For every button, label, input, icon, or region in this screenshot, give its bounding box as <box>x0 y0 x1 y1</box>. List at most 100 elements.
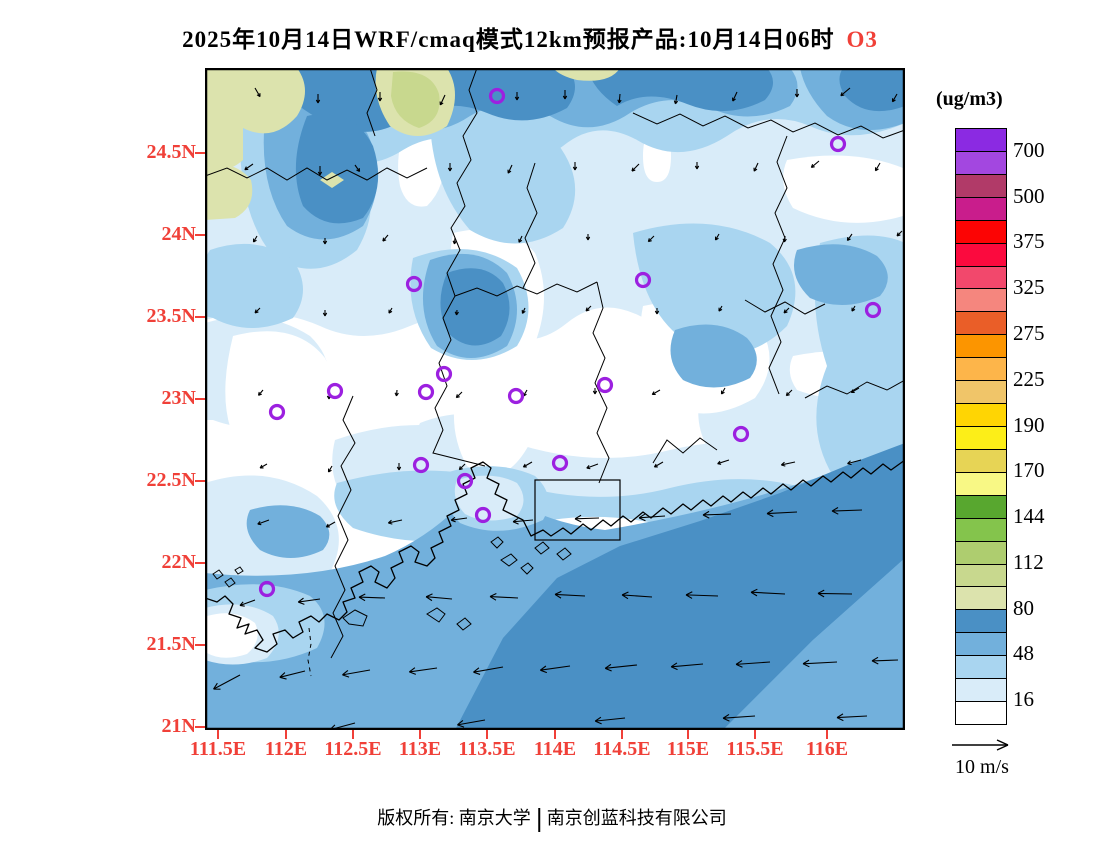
island-outline <box>490 536 504 549</box>
wind-arrow <box>244 163 254 171</box>
wind-arrow <box>670 662 704 671</box>
colorbar-value-label: 700 <box>1013 137 1045 162</box>
map-border <box>204 67 906 731</box>
contour-region-steel <box>587 68 774 112</box>
wind-arrow <box>735 660 771 668</box>
contour-region-olive <box>320 172 344 188</box>
wind-arrow <box>631 163 640 172</box>
lon-tick-label: 114.5E <box>593 738 651 760</box>
lat-tick-mark <box>195 644 205 646</box>
wind-arrow <box>702 510 732 519</box>
lon-tick-mark <box>285 730 287 739</box>
wind-arrow <box>408 667 438 675</box>
wind-arrow <box>342 669 371 678</box>
wind-arrow <box>394 389 399 397</box>
wind-arrow <box>358 593 386 602</box>
wind-arrow <box>382 234 389 242</box>
lon-tick-label: 111.5E <box>189 738 247 760</box>
wind-arrow <box>817 589 853 598</box>
province-boundary <box>592 281 610 484</box>
wind-arrow <box>780 461 796 467</box>
copyright-left: 版权所有: 南京大学 <box>377 808 531 828</box>
colorbar-cell <box>956 219 1006 243</box>
island-outline <box>426 607 446 623</box>
city-marker <box>507 387 525 405</box>
colorbar-cell <box>956 701 1006 724</box>
colorbar-value-label: 170 <box>1013 458 1045 483</box>
contour-region-medium <box>670 324 757 388</box>
wind-arrow <box>673 94 679 105</box>
wind-arrow <box>896 230 903 237</box>
contour-region-white <box>398 134 444 207</box>
wind-arrow <box>254 87 261 98</box>
wind-arrow <box>750 588 786 597</box>
city-marker <box>829 135 847 153</box>
lon-tick-mark <box>217 730 219 739</box>
lat-tick-mark <box>195 234 205 236</box>
wind-arrow <box>317 166 323 176</box>
wind-arrow <box>521 307 526 314</box>
colorbar-cell <box>956 494 1006 518</box>
wind-arrow <box>694 162 700 170</box>
city-marker <box>435 365 453 383</box>
wind-arrow <box>325 521 336 528</box>
lat-tick-mark <box>195 726 205 728</box>
contour-region-olive <box>553 68 620 81</box>
colorbar-value-label: 275 <box>1013 320 1045 345</box>
wind-arrow <box>653 461 664 468</box>
lat-tick-label: 23N <box>161 387 196 409</box>
colorbar-cell <box>956 609 1006 633</box>
colorbar-cell <box>956 242 1006 266</box>
wind-arrow <box>539 665 571 674</box>
lon-tick-label: 113E <box>398 738 442 760</box>
wind-arrow <box>507 164 513 174</box>
city-marker <box>488 87 506 105</box>
wind-arrow <box>840 87 851 97</box>
colorbar-cell <box>956 173 1006 197</box>
contour-region-steel <box>455 443 905 730</box>
wind-arrow <box>617 93 622 104</box>
colorbar-cell <box>956 380 1006 404</box>
colorbar-cell <box>956 655 1006 679</box>
city-marker <box>417 383 435 401</box>
wind-arrow <box>722 713 756 722</box>
province-boundary <box>432 67 486 467</box>
city-marker <box>268 403 286 421</box>
province-boundary <box>744 299 826 315</box>
colorbar-cell <box>956 357 1006 381</box>
wind-arrow <box>473 666 504 675</box>
dashed-boundary <box>307 627 312 677</box>
colorbar <box>955 128 1007 725</box>
contour-region-white <box>783 155 903 223</box>
wind-arrow <box>254 307 261 314</box>
lon-tick-mark <box>621 730 623 739</box>
wind-arrow <box>585 234 591 241</box>
wind-arrow <box>518 235 523 243</box>
lon-tick-mark <box>486 730 488 739</box>
contour-region-medium <box>723 558 905 730</box>
wind-arrow <box>720 387 726 395</box>
wind-arrow <box>782 235 787 243</box>
lon-tick-label: 112E <box>264 738 308 760</box>
wind-arrow <box>714 233 720 241</box>
contour-region-light <box>633 223 796 354</box>
wind-arrow <box>377 92 383 102</box>
colorbar-cell <box>956 586 1006 610</box>
wind-arrow <box>874 162 881 172</box>
contour-region-steel <box>440 268 510 346</box>
colorbar-cell <box>956 150 1006 174</box>
island-outline <box>456 617 472 631</box>
wind-arrow <box>647 235 655 243</box>
wind-arrow <box>315 94 321 104</box>
colorbar-cell <box>956 129 1006 151</box>
wind-arrow <box>850 387 860 394</box>
wind-arrow <box>685 591 719 599</box>
wind-arrow <box>891 93 898 103</box>
province-boundary <box>804 379 906 399</box>
province-boundary <box>632 112 906 139</box>
wind-arrow <box>753 162 759 172</box>
colorbar-cell <box>956 471 1006 495</box>
colorbar-value-label: 48 <box>1013 641 1034 666</box>
wind-arrow <box>396 463 402 471</box>
wind-arrow <box>439 94 446 106</box>
